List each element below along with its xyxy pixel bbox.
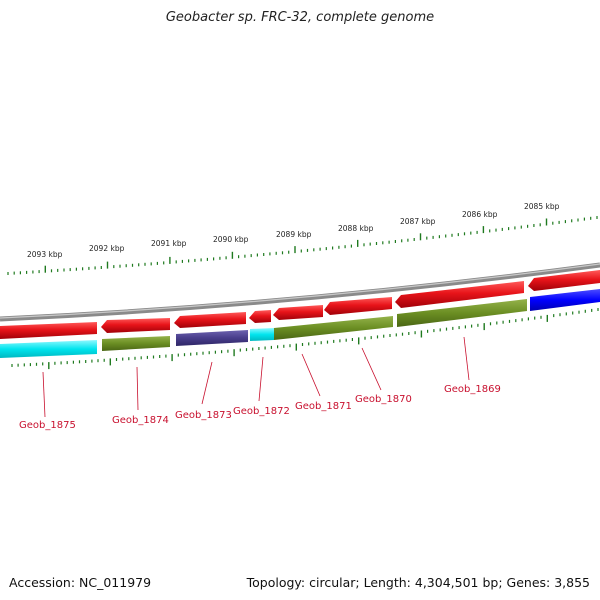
inner-tick-ring (11, 308, 599, 370)
gene-feature-red[interactable] (174, 312, 246, 328)
scale-label-2087: 2087 kbp (400, 217, 436, 226)
gene-feature-olive[interactable] (397, 299, 527, 327)
gene-feature-cyan[interactable] (0, 340, 97, 358)
scale-label-2090: 2090 kbp (213, 235, 249, 244)
accession-label: Accession: NC_011979 (9, 575, 152, 590)
leader-line-geob-1871 (301, 353, 321, 397)
gene-feature-cyan[interactable] (250, 328, 274, 341)
forward-strand-genes (0, 270, 600, 339)
gene-feature-red[interactable] (395, 281, 524, 308)
genome-backbone (0, 262, 600, 322)
scale-label-2089: 2089 kbp (276, 230, 312, 239)
gene-feature-red[interactable] (249, 310, 271, 323)
gene-feature-red[interactable] (0, 322, 97, 339)
gene-label-geob-1873[interactable]: Geob_1873 (175, 410, 232, 421)
gene-feature-red[interactable] (324, 297, 392, 315)
gene-feature-red[interactable] (101, 318, 170, 333)
label-leader-lines (42, 336, 470, 418)
scale-labels: 2093 kbp 2092 kbp 2091 kbp 2090 kbp 2089… (27, 202, 560, 259)
gene-label-geob-1872[interactable]: Geob_1872 (233, 406, 290, 417)
scale-label-2093: 2093 kbp (27, 250, 63, 259)
leader-line-geob-1869 (463, 336, 470, 381)
gene-labels: Geob_1875 Geob_1874 Geob_1873 Geob_1872 … (19, 384, 501, 431)
leader-line-geob-1874 (136, 366, 139, 411)
gene-label-geob-1874[interactable]: Geob_1874 (112, 415, 169, 426)
leader-line-geob-1873 (201, 361, 213, 405)
scale-label-2092: 2092 kbp (89, 244, 125, 253)
leader-line-geob-1875 (42, 371, 46, 418)
genome-title: Geobacter sp. FRC-32, complete genome (165, 10, 435, 25)
gene-feature-red[interactable] (273, 305, 323, 320)
scale-tick-ring (7, 216, 598, 275)
gene-feature-purple[interactable] (176, 330, 248, 346)
scale-label-2085: 2085 kbp (524, 202, 560, 211)
scale-label-2086: 2086 kbp (462, 210, 498, 219)
gene-feature-olive[interactable] (274, 316, 393, 340)
gene-feature-red[interactable] (528, 270, 600, 291)
leader-line-geob-1870 (361, 347, 382, 391)
gene-label-geob-1869[interactable]: Geob_1869 (444, 384, 501, 395)
reverse-strand-genes (0, 289, 600, 358)
gene-feature-blue[interactable] (530, 289, 600, 311)
genome-backbone-highlight (0, 263, 600, 319)
leader-line-geob-1872 (258, 356, 264, 402)
scale-label-2088: 2088 kbp (338, 224, 374, 233)
gene-label-geob-1870[interactable]: Geob_1870 (355, 394, 412, 405)
gene-label-geob-1871[interactable]: Geob_1871 (295, 401, 352, 412)
scale-label-2091: 2091 kbp (151, 239, 187, 248)
gene-feature-olive[interactable] (102, 336, 170, 351)
gene-label-geob-1875[interactable]: Geob_1875 (19, 420, 76, 431)
genome-stats-label: Topology: circular; Length: 4,304,501 bp… (246, 575, 590, 590)
